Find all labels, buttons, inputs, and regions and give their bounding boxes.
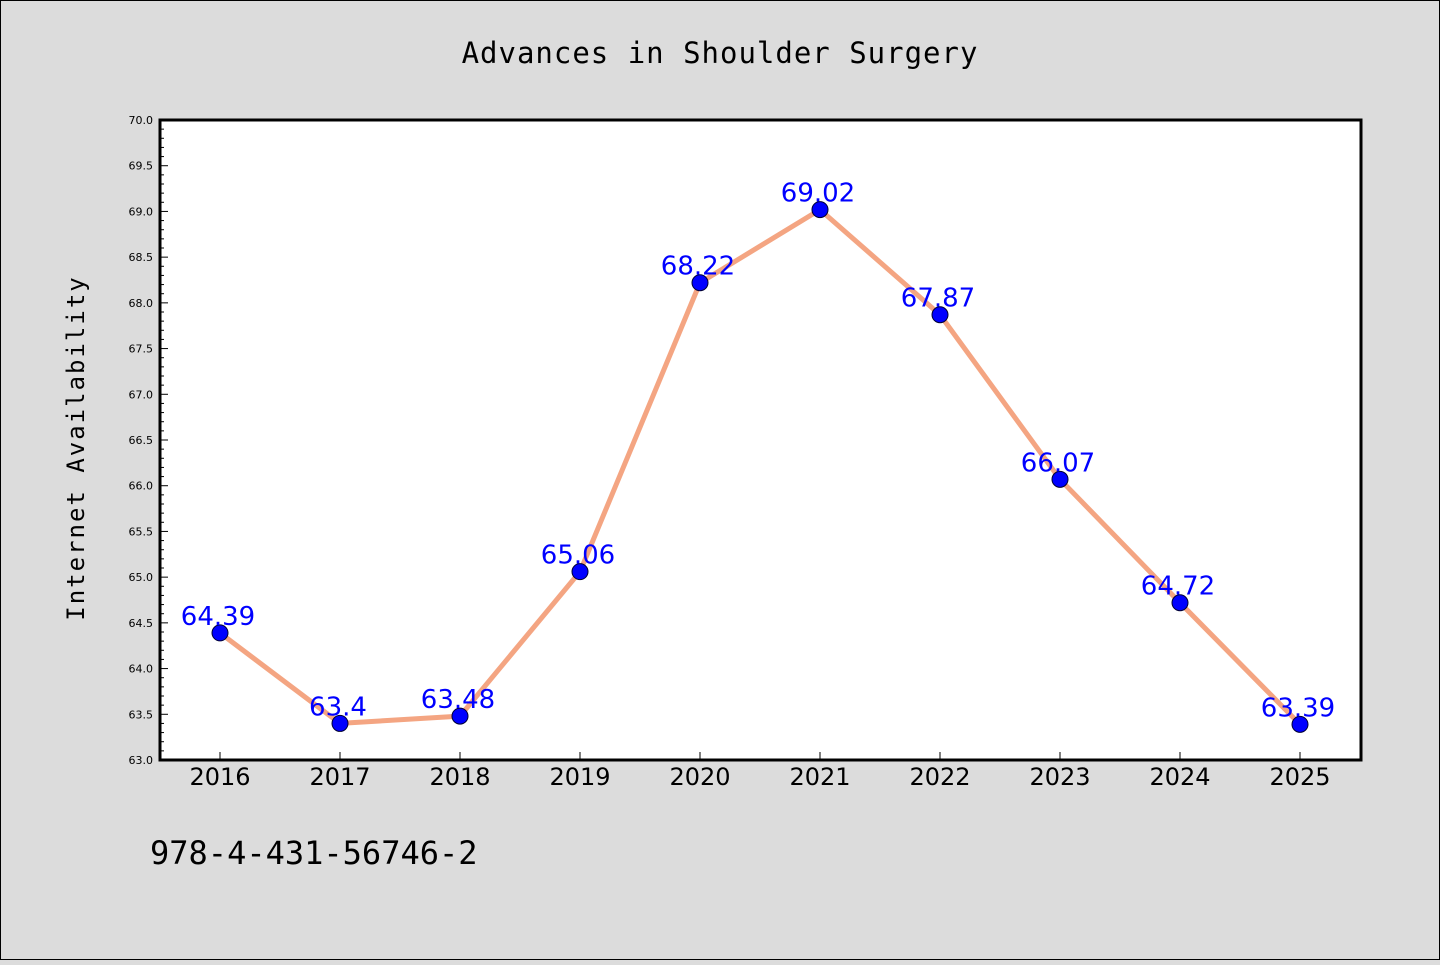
y-tick-label: 64.0 bbox=[129, 663, 154, 676]
y-tick-label: 65.0 bbox=[129, 571, 154, 584]
x-tick-label: 2016 bbox=[189, 763, 250, 791]
x-tick-label: 2021 bbox=[789, 763, 850, 791]
x-tick-label: 2025 bbox=[1269, 763, 1330, 791]
y-tick-label: 65.5 bbox=[129, 525, 154, 538]
data-label: 63.39 bbox=[1261, 693, 1335, 723]
x-tick-label: 2022 bbox=[909, 763, 970, 791]
y-tick-label: 66.5 bbox=[129, 434, 154, 447]
data-point bbox=[571, 563, 589, 581]
data-label: 64.72 bbox=[1141, 572, 1215, 602]
footer-code: 978-4-431-56746-2 bbox=[150, 834, 478, 872]
chart-title: Advances in Shoulder Surgery bbox=[462, 36, 979, 70]
y-tick-label: 67.5 bbox=[129, 343, 154, 356]
x-tick-label: 2018 bbox=[429, 763, 490, 791]
y-tick-label: 69.0 bbox=[129, 205, 154, 218]
data-point bbox=[1171, 594, 1189, 612]
data-point bbox=[691, 274, 709, 292]
data-label: 65.06 bbox=[541, 541, 615, 571]
y-tick-label: 68.5 bbox=[129, 251, 154, 264]
y-tick-label: 70.0 bbox=[129, 114, 154, 127]
plot-area bbox=[158, 118, 1363, 762]
data-label: 66.07 bbox=[1021, 448, 1095, 478]
y-axis: 63.0 63.5 64.0 64.5 65.0 65.5 66.0 66.5 67.0 67.5… bbox=[129, 114, 168, 767]
x-tick-label: 2017 bbox=[309, 763, 370, 791]
y-tick-label: 63.0 bbox=[129, 754, 154, 767]
data-point bbox=[211, 624, 229, 642]
x-tick-label: 2019 bbox=[549, 763, 610, 791]
data-point bbox=[811, 201, 829, 219]
data-label: 64.39 bbox=[181, 602, 255, 632]
series-line bbox=[217, 207, 1303, 727]
x-tick-label: 2024 bbox=[1149, 763, 1210, 791]
x-axis: 2016 2017 2018 2019 2020 2021 2022 2023 2024 2025 bbox=[189, 752, 1331, 791]
y-tick-label: 66.0 bbox=[129, 480, 154, 493]
data-label: 68.22 bbox=[661, 252, 735, 282]
data-label: 69.02 bbox=[781, 179, 855, 209]
y-tick-label: 67.0 bbox=[129, 388, 154, 401]
data-point bbox=[1051, 470, 1069, 488]
data-label: 63.4 bbox=[309, 692, 367, 722]
series-group bbox=[211, 201, 1309, 733]
y-tick-label: 64.5 bbox=[129, 617, 154, 630]
y-tick-label: 63.5 bbox=[129, 708, 154, 721]
data-label: 63.48 bbox=[421, 685, 495, 715]
y-tick-label: 69.5 bbox=[129, 160, 154, 173]
data-point bbox=[331, 714, 349, 732]
data-labels-group: 64.39 63.4 63.48 65.06 68.22 69.02 67.87 66.07 6… bbox=[181, 179, 1335, 724]
data-point bbox=[451, 707, 469, 725]
y-tick-label: 68.0 bbox=[129, 297, 154, 310]
x-tick-label: 2023 bbox=[1029, 763, 1090, 791]
data-label: 67.87 bbox=[901, 284, 975, 314]
data-point bbox=[1291, 715, 1309, 733]
data-point bbox=[931, 306, 949, 324]
y-axis-label: Internet Availability bbox=[62, 275, 90, 620]
x-tick-label: 2020 bbox=[669, 763, 730, 791]
